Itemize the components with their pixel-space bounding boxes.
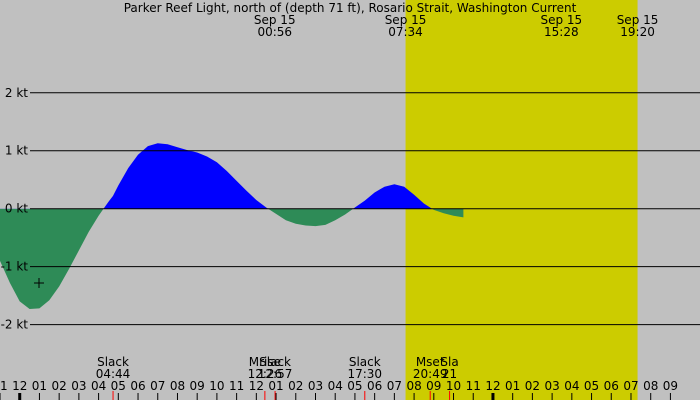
y-tick-label: 2 kt	[5, 86, 28, 100]
event-time: 17:30	[347, 367, 382, 381]
event-label: Slack	[259, 355, 291, 369]
hour-tick-label: 05	[584, 379, 599, 393]
y-tick-label: 0 kt	[5, 202, 28, 216]
event-labels: Slack04:44Mrise12:26Slack12:57Slack17:30…	[96, 355, 459, 400]
daylight-band	[405, 0, 638, 400]
hour-tick-label: 07	[387, 379, 402, 393]
event-time: 12:26	[248, 367, 283, 381]
hour-tick-label: 07	[150, 379, 165, 393]
hour-tick-label: 05	[347, 379, 362, 393]
top-date-label: Sep 15	[385, 13, 427, 27]
ebb-area	[0, 208, 464, 309]
hour-tick-label: 12	[249, 379, 264, 393]
flood-area	[103, 143, 432, 209]
top-time-label: 00:56	[257, 25, 292, 39]
hour-tick-label: 08	[643, 379, 658, 393]
event-time: 20:49	[413, 367, 448, 381]
hour-tick-label: 04	[328, 379, 343, 393]
hour-tick-label: 08	[406, 379, 421, 393]
y-tick-label: -1 kt	[1, 260, 29, 274]
hour-tick-label: 10	[446, 379, 461, 393]
hour-tick-label: 12	[12, 379, 27, 393]
hour-tick-label: 08	[170, 379, 185, 393]
hour-tick-label: 11	[0, 379, 8, 393]
hour-tick-label: 09	[663, 379, 678, 393]
hour-tick-label: 05	[111, 379, 126, 393]
hour-tick-label: 04	[91, 379, 106, 393]
hour-tick-label: 01	[505, 379, 520, 393]
hour-tick-label: 06	[130, 379, 145, 393]
hour-axis: 11 12 01 02 03 04 05 06 07 08 09 10 11 12 01 02 03 04 05 06…	[0, 379, 678, 400]
top-date-label: Sep 15	[254, 13, 296, 27]
top-date-label: Sep 15	[617, 13, 659, 27]
hour-tick-label: 03	[308, 379, 323, 393]
hour-tick-label: 03	[71, 379, 86, 393]
y-axis-labels: 2 kt 1 kt 0 kt -1 kt -2 kt	[1, 86, 29, 332]
event-label: Slack	[349, 355, 381, 369]
hour-tick-label: 10	[209, 379, 224, 393]
hour-tick-label: 07	[623, 379, 638, 393]
cursor-crosshair	[34, 278, 44, 288]
top-date-label: Sep 15	[540, 13, 582, 27]
y-tick-label: 1 kt	[5, 144, 28, 158]
top-time-label: 15:28	[544, 25, 579, 39]
hour-tick-label: 06	[604, 379, 619, 393]
chart-title: Parker Reef Light, north of (depth 71 ft…	[124, 1, 577, 15]
hour-tick-label: 12	[485, 379, 500, 393]
hour-tick-label: 11	[229, 379, 244, 393]
hour-tick-label: 01	[268, 379, 283, 393]
top-time-label: 07:34	[388, 25, 423, 39]
top-time-label: 19:20	[620, 25, 655, 39]
event-time: 21	[442, 367, 457, 381]
hour-tick-label: 02	[52, 379, 67, 393]
hour-tick-label: 04	[564, 379, 579, 393]
hour-tick-label: 02	[525, 379, 540, 393]
hour-tick-label: 09	[426, 379, 441, 393]
event-time: 04:44	[96, 367, 131, 381]
hour-tick-label: 06	[367, 379, 382, 393]
event-label: Mset	[416, 355, 445, 369]
hour-tick-label: 11	[466, 379, 481, 393]
event-label: Slack	[97, 355, 129, 369]
event-label: Sla	[440, 355, 458, 369]
y-tick-label: -2 kt	[1, 318, 29, 332]
event-time: 12:57	[258, 367, 293, 381]
hour-tick-label: 01	[32, 379, 47, 393]
grid-lines	[30, 92, 700, 326]
hour-tick-label: 09	[190, 379, 205, 393]
hour-tick-label: 02	[288, 379, 303, 393]
hour-tick-label: 03	[544, 379, 559, 393]
event-label: Mrise	[249, 355, 281, 369]
